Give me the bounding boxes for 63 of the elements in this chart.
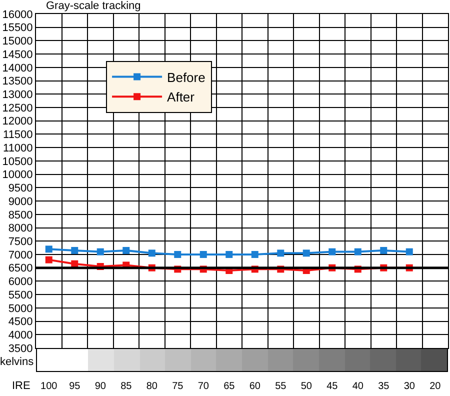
point: [122, 246, 130, 254]
y-axis-title: kelvins: [0, 356, 34, 368]
y-tick-label: 12500: [2, 102, 33, 114]
x-tick-label: 50: [300, 381, 312, 392]
point: [302, 250, 310, 257]
y-tick-label: 9500: [8, 182, 33, 195]
point: [174, 250, 182, 258]
point: [200, 250, 207, 258]
x-axis-title: IRE: [12, 380, 30, 392]
x-tick-label: 75: [172, 381, 184, 392]
y-tick-label: 7000: [8, 249, 33, 262]
x-tick-label: 85: [120, 381, 132, 392]
y-tick-label: 3500: [8, 342, 33, 355]
point: [226, 250, 233, 258]
y-tick-label: 8000: [8, 222, 33, 235]
y-tick-label: 15000: [2, 36, 33, 48]
point: [45, 246, 52, 253]
y-tick-label: 14500: [2, 48, 33, 61]
point: [148, 250, 156, 257]
y-tick-label: 15500: [2, 22, 33, 34]
point: [277, 250, 284, 257]
y-tick-label: 4000: [8, 329, 33, 342]
y-tick-label: 11000: [3, 142, 33, 154]
y-tick-label: 12000: [2, 116, 33, 128]
x-tick-label: 65: [224, 381, 236, 392]
x-tick-label: 35: [378, 381, 390, 392]
chart-title: Gray-scale tracking: [46, 0, 141, 12]
x-tick-label: 55: [275, 381, 287, 392]
y-tick-label: 6500: [8, 262, 33, 275]
point: [328, 248, 336, 256]
point: [406, 248, 413, 256]
y-tick-label: 13000: [2, 89, 33, 102]
x-tick-label: 20: [430, 381, 442, 392]
point: [354, 248, 362, 256]
x-tick-label: 70: [198, 381, 210, 392]
x-tick-label: 80: [146, 381, 158, 392]
y-tick-label: 6000: [8, 276, 33, 288]
y-tick-label: 11500: [3, 129, 33, 142]
point: [71, 246, 78, 254]
x-tick-label: 95: [69, 381, 81, 392]
x-tick-label: 60: [249, 381, 261, 392]
x-tick-label: 30: [404, 381, 416, 392]
point: [251, 250, 258, 258]
point: [380, 246, 388, 254]
y-tick-label: 7500: [8, 236, 33, 248]
legend-label: After: [167, 90, 196, 105]
point: [45, 256, 52, 264]
y-tick-label: 8500: [8, 209, 33, 222]
y-tick-label: 9000: [8, 196, 33, 208]
x-tick-label: 90: [94, 381, 106, 392]
y-tick-label: 10500: [2, 156, 33, 168]
y-tick-label: 10000: [2, 169, 33, 182]
y-tick-label: 14000: [2, 62, 33, 74]
y-tick-label: 5500: [8, 289, 33, 302]
legend-label: Before: [167, 70, 206, 85]
y-tick-label: 16000: [2, 8, 33, 21]
y-tick-label: 5000: [8, 302, 33, 315]
x-tick-label: 100: [40, 381, 58, 392]
x-tick-label: 40: [352, 381, 364, 392]
point: [96, 248, 104, 256]
y-tick-label: 13500: [2, 76, 33, 88]
x-tick-label: 45: [326, 381, 338, 392]
y-tick-label: 4500: [8, 316, 33, 328]
